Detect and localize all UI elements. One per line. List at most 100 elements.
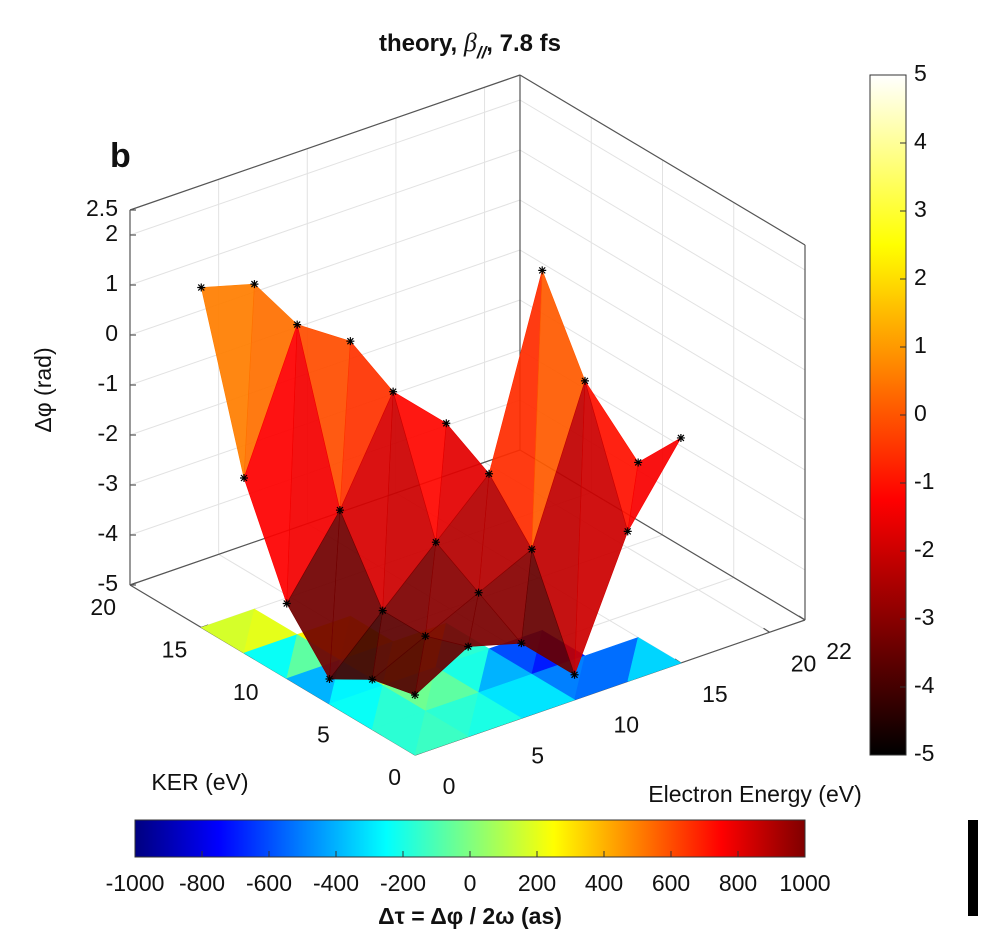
tick-mark [129,581,138,586]
surface-patch [574,380,629,675]
colorbar2-tick-label: 1000 [779,870,830,896]
surface-patch [414,635,469,696]
data-point [240,474,248,482]
data-point [421,632,430,641]
z-axis-label: Δφ (rad) [30,347,56,432]
data-point [197,283,206,292]
colorbar2-tick-label: -800 [179,870,225,896]
contour-patch [574,655,629,701]
title-rest: , 7.8 fs [486,30,561,57]
colorbar-tick-label: -1 [914,468,934,494]
data-point [580,376,589,385]
tick-mark [798,615,806,621]
colorbar-tick-label: -2 [914,536,934,562]
colorbar-tick-label: 5 [914,60,927,86]
y-tick-label: 10 [613,712,639,738]
data-point [634,458,643,467]
colorbar2-tick-label: 600 [652,870,690,896]
x-tick-label: 5 [317,722,330,748]
data-point [485,469,494,478]
colorbar2-label: Δτ = Δφ / 2ω (as) [378,903,562,929]
data-point [517,639,526,648]
y-tick-label: 0 [443,773,456,799]
z-tick-label: -2 [98,420,118,446]
y-tick-label: 22 [826,638,852,664]
z-tick-label: -3 [98,470,118,496]
y-tick-label: 15 [702,681,728,707]
data-point [464,642,473,651]
colorbar-tick-label: 3 [914,196,927,222]
data-point [442,419,451,428]
surface-patch [521,549,576,676]
colorbar2-tick-label: -600 [246,870,292,896]
colorbar2-tick-label: 200 [518,870,556,896]
title-text: theory, [379,30,464,57]
colorbar-tick-label: -5 [914,740,934,766]
y-tick-label: 5 [531,742,544,768]
z-tick-label: -5 [98,570,118,596]
x-tick-label: 0 [388,764,401,790]
data-point [676,433,685,442]
x-axis-label: KER (eV) [151,769,248,795]
colorbar2-tick-label: -400 [313,870,359,896]
title-subscript: // [476,43,489,62]
data-point [389,387,398,396]
surface-patch [627,437,682,532]
contour-patch [467,692,523,738]
data-point [282,599,291,608]
tick-mark [763,627,770,633]
x-tick-label: 10 [233,679,259,705]
colorbar2-tick-label: 0 [464,870,477,896]
data-point [346,337,355,346]
title-symbol: β [463,28,477,57]
y-tick-label: 20 [791,650,817,676]
data-point [527,545,536,554]
grid-line [129,99,521,236]
surface-patch [467,592,522,647]
colorbar2-tick-label: -1000 [106,870,165,896]
z-tick-label: -4 [98,520,119,546]
grid-line [129,249,521,386]
edge-bar [968,820,978,916]
y-axis-label: Electron Energy (eV) [648,781,861,807]
colorbar-tick-label: 2 [914,264,927,290]
grid-line [129,199,521,336]
box-edge [129,74,521,211]
data-point [474,588,483,597]
data-point [368,675,377,684]
data-point [293,320,302,329]
box-edge [519,74,806,246]
data-point [431,538,440,547]
data-point [538,266,547,275]
data-point [411,691,419,699]
chart-title: theory, β//, 7.8 fs [379,28,561,63]
x-tick-label: 15 [162,637,188,663]
colorbar-tick-label: 4 [914,128,927,154]
contour-patch [627,636,682,682]
data-point [250,280,259,289]
contour-patch [414,710,469,756]
grid-line [129,149,521,286]
data-point [325,675,334,683]
z-tick-label: 2.5 [86,195,118,221]
colorbar-tick-label: -4 [914,672,935,698]
contour-patch [520,673,576,719]
colorbar-tick-label: 1 [914,332,927,358]
panel-label: b [110,137,131,175]
x-tick-label: 20 [90,594,116,620]
colorbar2-tick-label: 400 [585,870,623,896]
colorbar2-tick-label: -200 [380,870,426,896]
data-point [378,606,387,615]
colorbar2-tick-label: 800 [719,870,757,896]
colorbar-tick-label: -3 [914,604,934,630]
data-point [570,670,579,679]
colorbar2 [134,819,806,858]
data-point [335,506,344,515]
z-tick-label: 0 [105,320,118,346]
data-point [623,527,632,536]
z-tick-label: -1 [98,370,118,396]
z-tick-label: 1 [105,270,118,296]
colorbar-tick-label: 0 [914,400,927,426]
